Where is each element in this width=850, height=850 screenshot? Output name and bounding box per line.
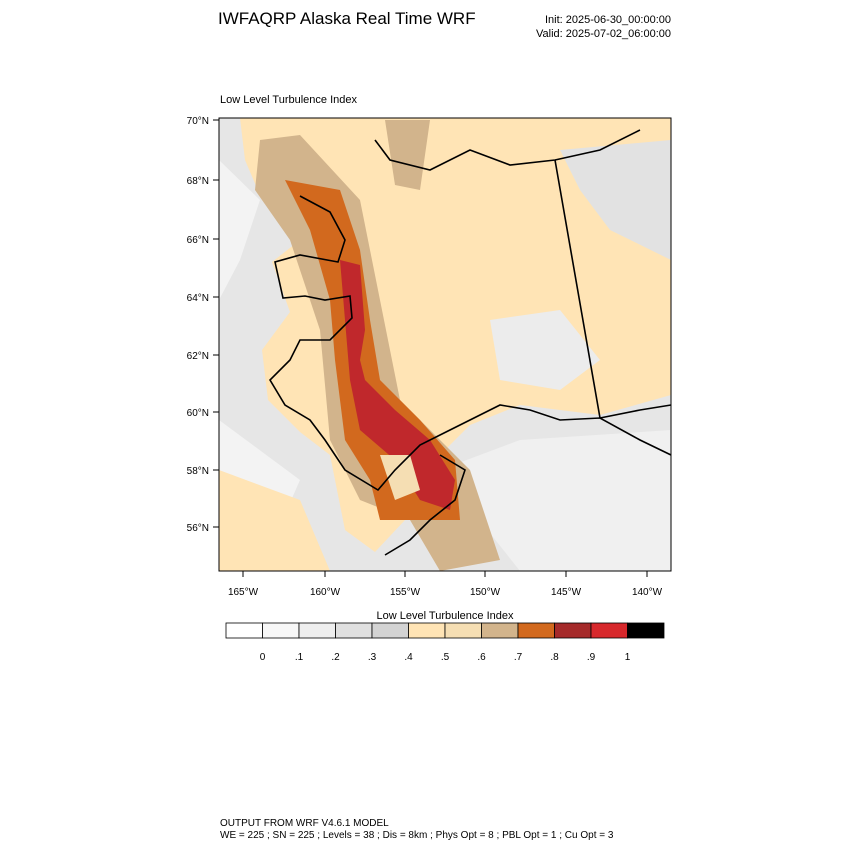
colorbar-label: .7: [514, 652, 523, 663]
colorbar-box: [262, 622, 300, 639]
footer-line: OUTPUT FROM WRF V4.6.1 MODEL: [220, 818, 389, 829]
lat-label: 56°N: [187, 523, 209, 534]
lat-label: 64°N: [187, 293, 209, 304]
lon-label: 160°W: [310, 587, 341, 598]
title: IWFAQRP Alaska Real Time WRF: [218, 9, 476, 28]
colorbar-box: [335, 622, 373, 639]
lat-label: 66°N: [187, 235, 209, 246]
lat-label: 68°N: [187, 176, 209, 187]
init-time: Init: 2025-06-30_00:00:00: [545, 14, 671, 26]
valid-time: Valid: 2025-07-02_06:00:00: [536, 28, 671, 40]
lon-label: 145°W: [551, 587, 582, 598]
colorbar-box: [590, 622, 628, 639]
map-title: Low Level Turbulence Index: [220, 94, 357, 106]
colorbar-label: 0: [260, 652, 266, 663]
lon-label: 140°W: [632, 587, 663, 598]
lat-label: 60°N: [187, 408, 209, 419]
colorbar-label: .5: [441, 652, 450, 663]
colorbar-box: [408, 622, 446, 639]
colorbar-label: .4: [404, 652, 413, 663]
colorbar-label: .2: [331, 652, 340, 663]
colorbar-label: 1: [625, 652, 631, 663]
lon-label: 150°W: [470, 587, 501, 598]
lat-label: 58°N: [187, 466, 209, 477]
colorbar-box: [517, 622, 555, 639]
colorbar-title: Low Level Turbulence Index: [377, 610, 514, 622]
map-frame: [218, 117, 672, 572]
colorbar-box: [481, 622, 519, 639]
lat-label: 62°N: [187, 351, 209, 362]
colorbar-box: [554, 622, 592, 639]
footer-line: WE = 225 ; SN = 225 ; Levels = 38 ; Dis …: [220, 830, 614, 841]
colorbar-box: [298, 622, 336, 639]
coastline: [268, 129, 672, 556]
lon-label: 155°W: [390, 587, 421, 598]
colorbar-label: .6: [477, 652, 486, 663]
lat-label: 70°N: [187, 116, 209, 127]
lon-label: 165°W: [228, 587, 259, 598]
colorbar-label: .8: [550, 652, 559, 663]
colorbar-label: .3: [368, 652, 377, 663]
colorbar-box: [627, 622, 665, 639]
colorbar-box: [371, 622, 409, 639]
colorbar-label: .9: [587, 652, 596, 663]
colorbar-label: .1: [295, 652, 304, 663]
map-field: [219, 118, 671, 571]
colorbar-box: [444, 622, 482, 639]
colorbar-box: [225, 622, 263, 639]
